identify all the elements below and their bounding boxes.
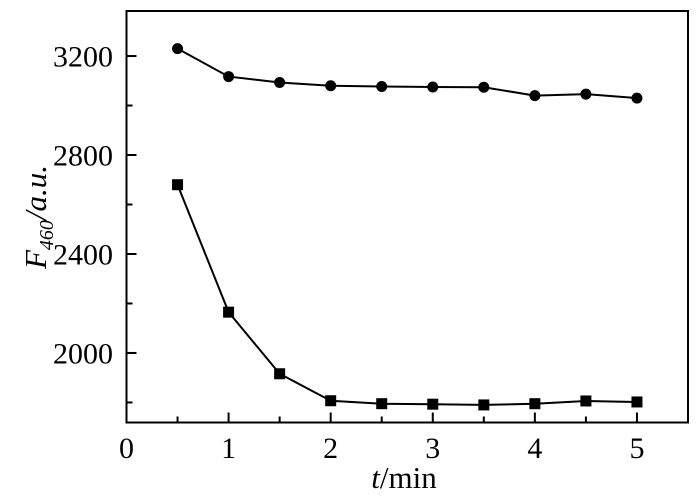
y-tick-label: 2000 (53, 337, 113, 370)
circle-series-line (177, 47, 638, 100)
circle-series-marker (580, 88, 592, 100)
square-series-marker (529, 398, 541, 410)
circle-series-marker (274, 77, 286, 89)
y-axis-label: F460/a.u. (18, 165, 58, 270)
circle-series-marker (478, 81, 490, 93)
x-axis-label-text: t/min (371, 460, 437, 495)
x-tick-label: 5 (629, 432, 644, 465)
square-series-marker (274, 368, 286, 380)
square-series-marker (427, 398, 439, 410)
plot-frame (125, 10, 689, 424)
circle-series-marker (529, 90, 541, 102)
y-tick-label: 3200 (53, 41, 113, 74)
y-axis-ticks (127, 55, 137, 404)
x-tick-label: 2 (323, 432, 338, 465)
circle-series-marker (376, 80, 388, 92)
x-tick-label: 0 (119, 432, 134, 465)
circle-series-marker (427, 81, 439, 93)
y-tick-label: 2400 (53, 238, 113, 271)
square-series-marker (376, 398, 388, 410)
y-tick-label: 2800 (53, 140, 113, 173)
data-series (172, 43, 643, 411)
x-tick-labels: 0 1 2 3 4 5 (119, 432, 644, 465)
square-series-line (176, 184, 637, 406)
circle-series-marker (223, 71, 235, 83)
circle-series-marker (172, 43, 184, 55)
x-axis-label: t/min (371, 460, 437, 495)
x-tick-label: 3 (425, 432, 440, 465)
square-series-marker (172, 179, 184, 191)
circle-series-marker (631, 92, 643, 104)
square-series-marker (325, 395, 337, 407)
x-tick-label: 1 (221, 432, 236, 465)
square-series-marker (223, 306, 235, 318)
square-series-marker (580, 395, 592, 407)
y-axis-label-text: F460/a.u. (18, 165, 58, 270)
circle-series-marker (325, 80, 337, 92)
x-axis-ticks (125, 412, 638, 422)
plot-frame-rect (125, 10, 689, 424)
square-series-marker (478, 399, 490, 411)
square-series-marker (631, 396, 643, 408)
y-tick-labels: 2000 2400 2800 3200 (53, 41, 113, 371)
x-tick-label: 4 (527, 432, 542, 465)
